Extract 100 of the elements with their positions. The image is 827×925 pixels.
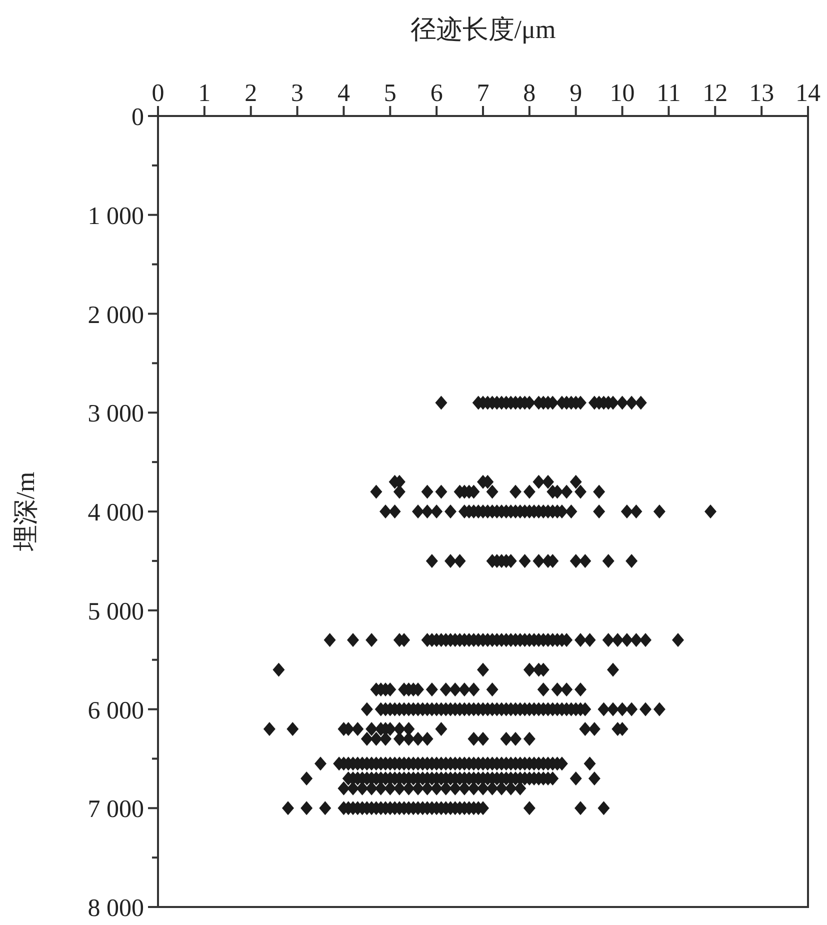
x-tick-label: 6	[430, 80, 443, 107]
point	[370, 732, 382, 746]
point	[523, 662, 536, 677]
point	[454, 554, 466, 568]
point	[412, 732, 424, 746]
point	[430, 781, 443, 796]
point	[366, 633, 378, 648]
point	[514, 781, 526, 796]
point	[435, 484, 448, 499]
point	[440, 781, 452, 796]
point	[458, 682, 470, 696]
point	[393, 732, 406, 746]
point	[598, 702, 610, 716]
point	[570, 474, 582, 489]
point	[504, 781, 517, 796]
point	[510, 732, 522, 746]
point	[468, 682, 480, 696]
point	[440, 682, 452, 696]
point	[574, 682, 586, 696]
point	[584, 633, 596, 648]
x-tick-label: 2	[244, 80, 258, 107]
point	[393, 781, 406, 796]
x-tick-label: 13	[749, 80, 774, 107]
point	[523, 801, 536, 816]
point	[272, 662, 285, 677]
point	[551, 682, 564, 696]
point	[588, 771, 600, 786]
point	[598, 801, 610, 816]
point	[626, 702, 638, 716]
point	[537, 682, 550, 696]
point	[542, 474, 554, 489]
point	[607, 662, 619, 677]
point	[435, 722, 448, 736]
y-tick-label: 4 000	[88, 500, 144, 526]
x-tick-label: 10	[610, 80, 635, 107]
y-tick-label: 1 000	[88, 202, 144, 230]
point	[496, 781, 508, 796]
point	[430, 504, 443, 518]
point	[324, 633, 336, 648]
point	[366, 781, 378, 796]
x-tick-label: 3	[291, 80, 304, 107]
point	[574, 801, 586, 816]
point	[672, 633, 684, 648]
point	[532, 474, 545, 489]
point	[468, 732, 480, 746]
point	[560, 484, 573, 499]
point	[607, 702, 619, 716]
point	[602, 633, 614, 648]
point	[500, 732, 512, 746]
x-tick-label: 12	[702, 80, 728, 107]
point	[366, 722, 378, 736]
y-tick-label: 5 000	[88, 598, 144, 626]
point	[704, 504, 716, 518]
point	[574, 484, 586, 499]
x-tick-label: 1	[198, 80, 211, 107]
point	[300, 801, 313, 816]
point	[518, 554, 531, 568]
point	[570, 771, 582, 786]
point	[486, 682, 498, 696]
point	[523, 732, 536, 746]
x-tick-label: 11	[656, 80, 681, 107]
point	[584, 756, 596, 771]
point	[380, 504, 392, 518]
point	[449, 682, 462, 696]
y-tick-label: 8 000	[88, 895, 144, 922]
point	[593, 484, 606, 499]
point	[444, 554, 456, 568]
point	[314, 756, 326, 771]
point	[282, 801, 294, 816]
point	[612, 633, 624, 648]
y-tick-label: 3 000	[88, 400, 144, 428]
point	[653, 702, 666, 716]
x-tick-label: 14	[796, 80, 821, 107]
point	[421, 732, 434, 746]
point	[360, 702, 373, 716]
point	[634, 396, 647, 410]
point	[360, 732, 373, 746]
point	[579, 722, 592, 736]
point	[426, 682, 438, 696]
point	[286, 722, 299, 736]
point	[510, 484, 522, 499]
point	[421, 484, 434, 499]
point	[384, 781, 396, 796]
point	[570, 554, 582, 568]
point	[374, 781, 387, 796]
point	[477, 781, 489, 796]
point	[319, 801, 332, 816]
point	[380, 732, 392, 746]
point	[620, 504, 633, 518]
point	[435, 396, 448, 410]
point	[370, 484, 382, 499]
point	[477, 732, 489, 746]
x-tick-label: 8	[523, 80, 536, 107]
point	[449, 781, 462, 796]
x-axis-title: 径迹长度/μm	[410, 15, 556, 44]
point	[602, 554, 614, 568]
x-tick-label: 5	[384, 80, 396, 107]
point	[352, 722, 364, 736]
x-tick-label: 7	[476, 80, 490, 107]
x-tick-label: 4	[337, 80, 350, 107]
